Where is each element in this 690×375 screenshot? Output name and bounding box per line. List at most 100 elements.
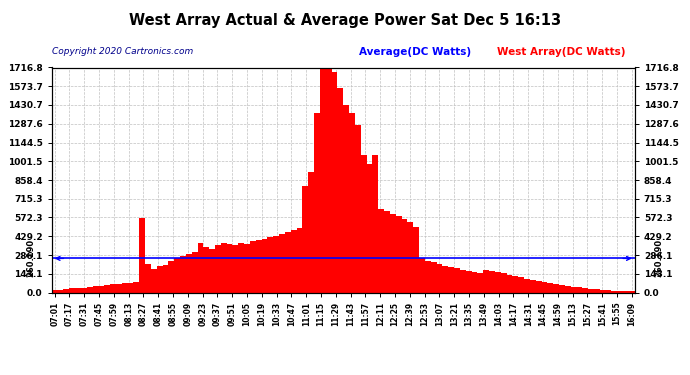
Bar xyxy=(174,258,180,292)
Bar xyxy=(168,261,174,292)
Bar xyxy=(577,287,582,292)
Bar xyxy=(384,211,390,292)
Bar xyxy=(204,247,209,292)
Bar xyxy=(565,286,571,292)
Bar xyxy=(559,285,565,292)
Bar xyxy=(87,287,92,292)
Bar xyxy=(262,239,268,292)
Text: 260.190: 260.190 xyxy=(654,239,664,278)
Bar xyxy=(547,283,553,292)
Bar xyxy=(308,172,314,292)
Bar xyxy=(413,227,419,292)
Bar xyxy=(501,273,506,292)
Bar xyxy=(297,228,302,292)
Bar xyxy=(606,290,611,292)
Bar xyxy=(611,291,618,292)
Bar xyxy=(425,261,431,292)
Bar xyxy=(133,282,139,292)
Bar xyxy=(63,289,69,292)
Bar xyxy=(594,289,600,292)
Bar xyxy=(571,286,577,292)
Bar xyxy=(373,155,378,292)
Bar xyxy=(623,291,629,292)
Bar xyxy=(209,249,215,292)
Bar xyxy=(618,291,623,292)
Text: Copyright 2020 Cartronics.com: Copyright 2020 Cartronics.com xyxy=(52,47,193,56)
Text: Average(DC Watts): Average(DC Watts) xyxy=(359,47,471,57)
Bar xyxy=(344,105,349,292)
Bar xyxy=(145,264,151,292)
Bar xyxy=(157,266,163,292)
Bar xyxy=(81,288,87,292)
Bar xyxy=(471,272,477,292)
Bar xyxy=(495,272,501,292)
Text: West Array(DC Watts): West Array(DC Watts) xyxy=(497,47,625,57)
Bar xyxy=(600,290,606,292)
Bar xyxy=(402,219,407,292)
Bar xyxy=(390,214,396,292)
Bar xyxy=(285,232,290,292)
Bar xyxy=(466,271,471,292)
Bar xyxy=(337,88,344,292)
Bar xyxy=(326,68,332,292)
Bar xyxy=(355,125,361,292)
Bar xyxy=(442,266,448,292)
Bar xyxy=(192,252,197,292)
Bar xyxy=(163,265,168,292)
Bar xyxy=(349,113,355,292)
Bar xyxy=(99,286,104,292)
Bar xyxy=(431,262,437,292)
Bar xyxy=(378,209,384,292)
Bar xyxy=(110,284,116,292)
Bar xyxy=(238,243,244,292)
Text: 260.190: 260.190 xyxy=(26,239,36,278)
Bar xyxy=(52,290,57,292)
Bar xyxy=(483,270,489,292)
Bar xyxy=(454,268,460,292)
Bar xyxy=(244,244,250,292)
Bar xyxy=(506,275,513,292)
Bar xyxy=(226,244,233,292)
Bar xyxy=(256,240,262,292)
Bar xyxy=(233,245,238,292)
Bar xyxy=(121,283,128,292)
Bar xyxy=(332,72,337,292)
Bar xyxy=(186,255,192,292)
Bar xyxy=(92,286,99,292)
Bar xyxy=(535,281,542,292)
Bar xyxy=(588,289,594,292)
Bar xyxy=(542,282,547,292)
Bar xyxy=(279,234,285,292)
Bar xyxy=(180,256,186,292)
Bar xyxy=(75,288,81,292)
Bar xyxy=(151,269,157,292)
Bar xyxy=(268,237,273,292)
Bar xyxy=(489,271,495,292)
Bar xyxy=(513,276,518,292)
Bar xyxy=(629,291,635,292)
Bar xyxy=(553,284,559,292)
Bar xyxy=(273,236,279,292)
Bar xyxy=(116,284,121,292)
Bar xyxy=(518,278,524,292)
Bar xyxy=(302,186,308,292)
Bar xyxy=(57,290,63,292)
Bar xyxy=(361,155,366,292)
Bar xyxy=(128,283,133,292)
Bar xyxy=(419,258,425,292)
Bar xyxy=(139,217,145,292)
Bar xyxy=(407,222,413,292)
Bar xyxy=(197,243,204,292)
Bar xyxy=(460,270,466,292)
Bar xyxy=(290,230,297,292)
Text: West Array Actual & Average Power Sat Dec 5 16:13: West Array Actual & Average Power Sat De… xyxy=(129,13,561,28)
Bar xyxy=(448,267,454,292)
Bar xyxy=(437,264,442,292)
Bar xyxy=(524,279,530,292)
Bar xyxy=(396,216,402,292)
Bar xyxy=(69,288,75,292)
Bar xyxy=(530,280,535,292)
Bar xyxy=(215,245,221,292)
Bar xyxy=(582,288,588,292)
Bar xyxy=(477,273,483,292)
